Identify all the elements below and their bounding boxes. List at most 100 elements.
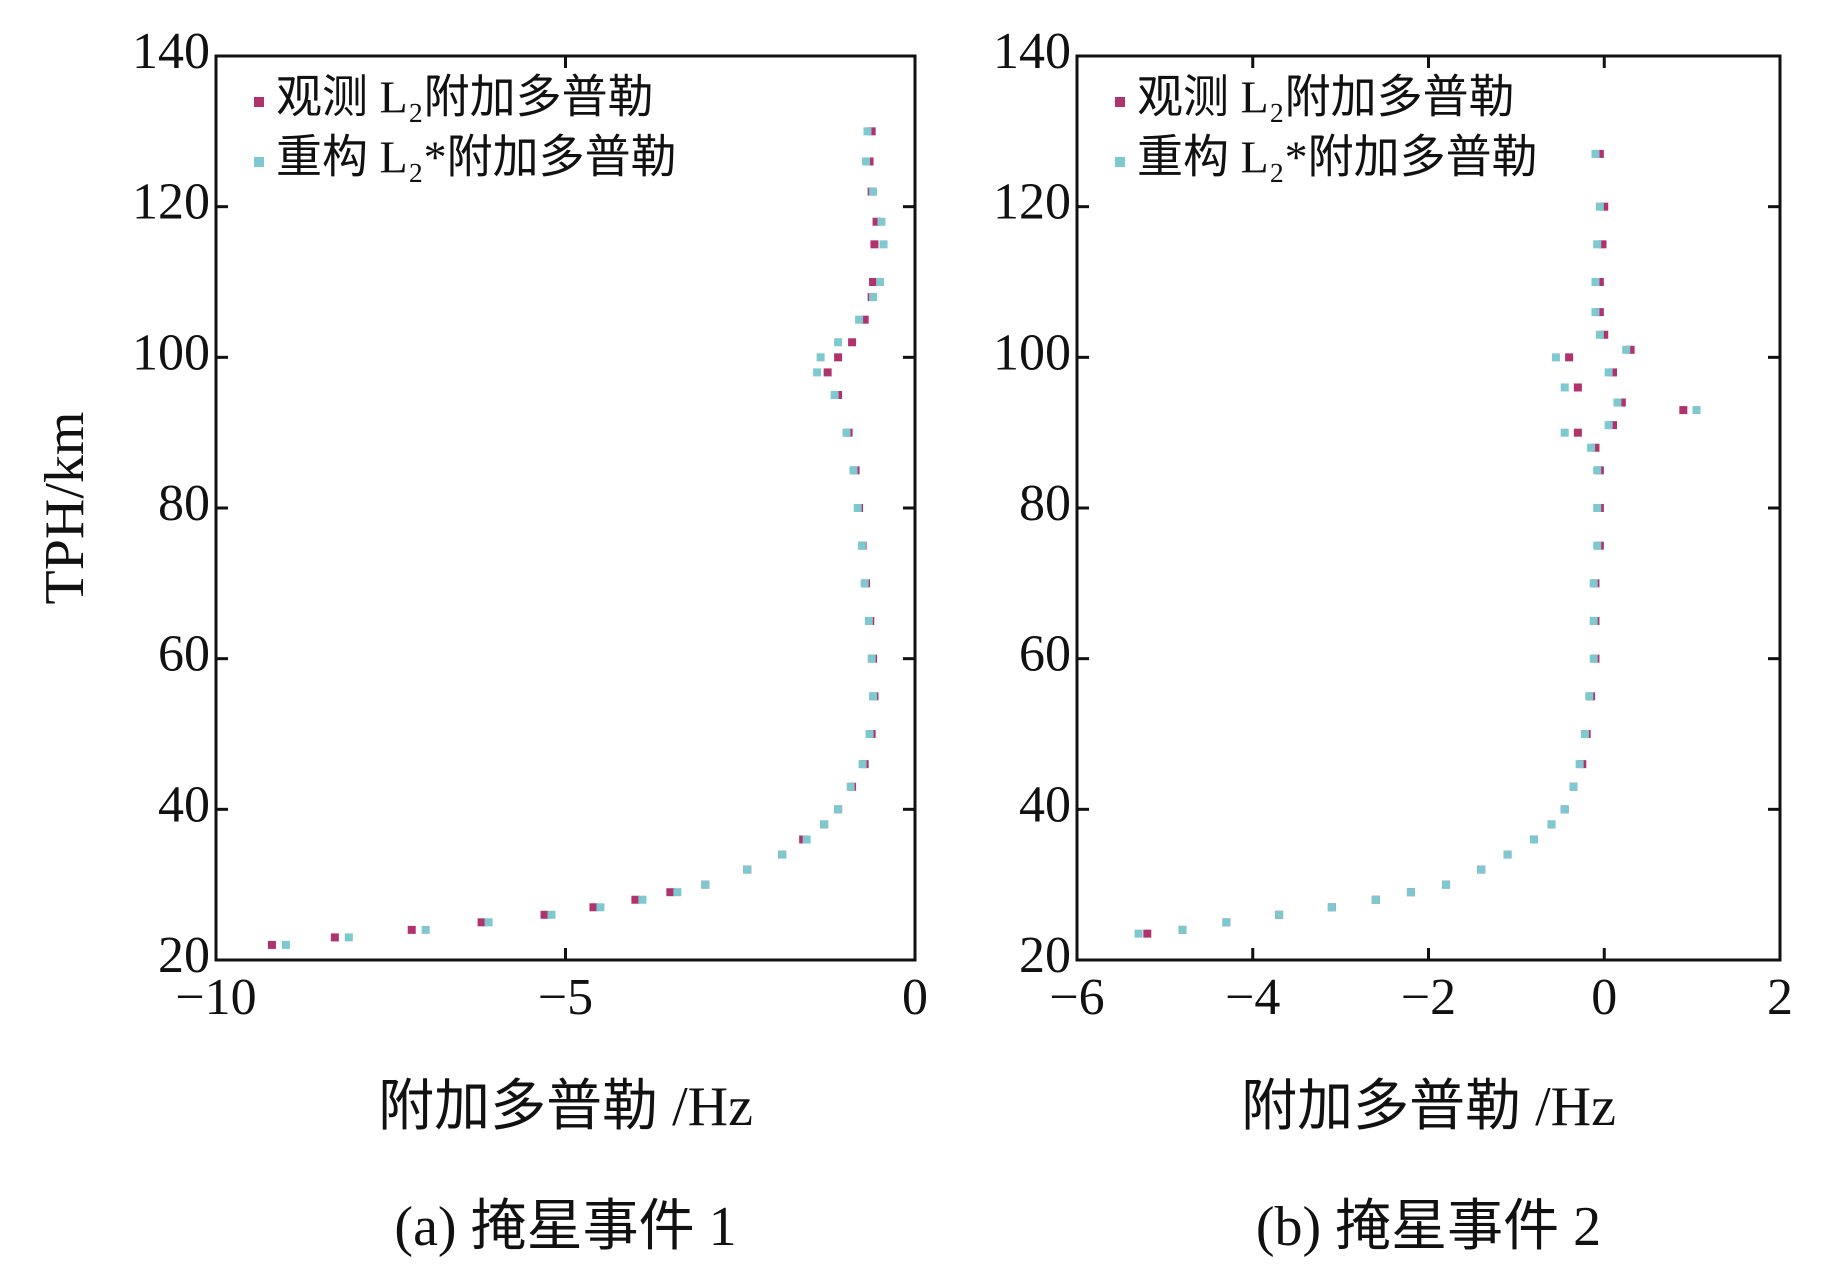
y-tick-label: 20 (1019, 927, 1071, 984)
point (1600, 202, 1609, 211)
series (267, 127, 881, 949)
plot-frame (214, 54, 917, 962)
point (1600, 330, 1609, 339)
legend-swatch (1115, 97, 1125, 107)
point (863, 127, 872, 136)
point (1589, 654, 1598, 663)
point (1275, 910, 1284, 919)
point (407, 925, 416, 934)
point (869, 187, 878, 196)
y-tick-label: 80 (1019, 475, 1071, 532)
point (869, 278, 878, 286)
point (1613, 398, 1622, 407)
point (1617, 398, 1626, 407)
point (1593, 466, 1602, 475)
point (849, 466, 858, 475)
y-tick-label: 120 (132, 174, 210, 231)
point (1595, 278, 1604, 286)
point (842, 428, 851, 437)
point (1134, 929, 1143, 938)
point (1585, 692, 1594, 701)
x-tick-label: −10 (175, 969, 256, 1026)
y-tick-label: 140 (132, 23, 210, 80)
point (1573, 383, 1582, 392)
point (1604, 368, 1613, 377)
point (1591, 149, 1600, 158)
point (1575, 760, 1584, 769)
point (872, 217, 881, 226)
point (1222, 918, 1231, 927)
point (823, 368, 832, 377)
x-axis-label: 附加多普勒 /Hz (378, 1076, 753, 1138)
y-tick-label: 140 (993, 23, 1071, 80)
legend-swatch (254, 157, 264, 167)
point (1569, 782, 1578, 791)
point (631, 895, 640, 904)
point (802, 835, 811, 844)
point (869, 692, 878, 701)
point (1529, 835, 1538, 844)
y-tick-label: 60 (1019, 626, 1071, 683)
point (1565, 353, 1574, 362)
point (870, 240, 879, 249)
point (858, 760, 867, 769)
point (743, 865, 752, 874)
point (860, 579, 869, 588)
point (1595, 308, 1604, 317)
legend-label: 重构 L₂*附加多普勒 (1137, 132, 1538, 183)
series (1134, 149, 1701, 938)
point (879, 240, 888, 249)
point (830, 391, 839, 399)
x-tick-label: −6 (1049, 969, 1104, 1026)
x-tick-label: −5 (538, 969, 593, 1026)
point (267, 940, 276, 949)
subtitle: (a) 掩星事件 1 (394, 1196, 736, 1258)
point (484, 918, 493, 927)
point (853, 504, 862, 512)
point (1622, 345, 1631, 354)
point (344, 933, 353, 942)
point (1442, 880, 1451, 889)
point (820, 820, 829, 829)
y-tick-label: 120 (993, 174, 1071, 231)
point (1551, 353, 1560, 362)
point (860, 315, 869, 324)
x-tick-label: −4 (1225, 969, 1280, 1026)
point (540, 910, 549, 919)
point (865, 730, 874, 738)
point (816, 353, 825, 362)
plot-frame (1075, 54, 1782, 962)
point (862, 157, 871, 166)
point (834, 338, 843, 347)
point (1595, 149, 1604, 158)
point (1580, 730, 1589, 738)
point (1178, 925, 1187, 934)
legend-label: 观测 L₂附加多普勒 (276, 72, 654, 123)
point (848, 338, 857, 347)
point (1595, 202, 1604, 211)
point (1593, 504, 1602, 512)
point (421, 925, 430, 934)
point (1560, 428, 1569, 437)
point (1591, 443, 1600, 452)
point (1604, 421, 1613, 430)
x-axis-label: 附加多普勒 /Hz (1241, 1076, 1616, 1138)
point (330, 933, 339, 942)
y-tick-label: 40 (158, 776, 210, 833)
point (1679, 406, 1688, 415)
y-tick-label: 20 (158, 927, 210, 984)
point (1477, 865, 1486, 874)
legend-swatch (254, 97, 264, 107)
point (1609, 368, 1618, 377)
point (1598, 240, 1607, 249)
point (596, 903, 605, 912)
point (1587, 443, 1596, 452)
y-tick-label: 80 (158, 475, 210, 532)
point (666, 888, 675, 897)
point (1503, 850, 1512, 859)
point (1692, 406, 1701, 415)
point (1589, 579, 1598, 588)
point (1593, 240, 1602, 249)
point (1560, 383, 1569, 392)
